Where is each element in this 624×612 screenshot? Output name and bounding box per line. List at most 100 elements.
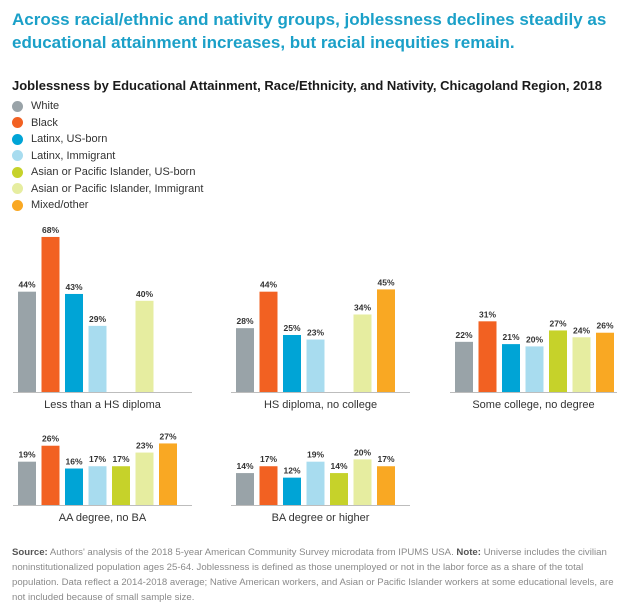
data-label: 26% bbox=[596, 321, 613, 331]
bar bbox=[283, 335, 301, 392]
headline: Across racial/ethnic and nativity groups… bbox=[12, 10, 607, 52]
bar bbox=[525, 346, 544, 392]
legend-swatch bbox=[12, 117, 23, 129]
bar bbox=[159, 443, 177, 505]
data-label: 23% bbox=[307, 328, 324, 338]
bar bbox=[236, 473, 254, 505]
data-label: 29% bbox=[89, 314, 106, 324]
bar bbox=[88, 325, 107, 392]
data-label: 14% bbox=[236, 461, 253, 471]
note-text: Universe includes the civilian noninstit… bbox=[12, 547, 614, 603]
data-label: 24% bbox=[573, 325, 590, 335]
data-label: 17% bbox=[112, 454, 129, 464]
chart-panel: 14% 17% 12% 19% 14% 20% 17% BA degree or higher bbox=[231, 447, 410, 524]
data-label: 27% bbox=[549, 318, 566, 328]
data-label: 20% bbox=[526, 334, 543, 344]
data-label: 27% bbox=[159, 431, 176, 441]
data-label: 23% bbox=[136, 441, 153, 451]
bar bbox=[65, 468, 83, 505]
data-label: 17% bbox=[377, 454, 394, 464]
bar bbox=[549, 330, 567, 392]
data-label: 22% bbox=[455, 330, 472, 340]
legend-item: Mixed/other bbox=[12, 197, 203, 214]
bar bbox=[135, 300, 154, 392]
legend-swatch bbox=[12, 199, 23, 211]
bar bbox=[596, 332, 614, 392]
bar bbox=[41, 445, 60, 505]
chart-panel: 19% 26% 16% 17% 17% 23% 27% AA degree, no BA bbox=[13, 431, 192, 524]
bar bbox=[306, 461, 325, 505]
bar bbox=[455, 341, 473, 392]
legend-label: Mixed/other bbox=[31, 199, 89, 212]
source-text: Authors' analysis of the 2018 5-year Ame… bbox=[49, 547, 454, 558]
bar bbox=[135, 452, 154, 505]
legend-item: Latinx, Immigrant bbox=[12, 148, 203, 165]
bar bbox=[306, 339, 325, 392]
bar bbox=[377, 466, 395, 505]
bar bbox=[377, 289, 395, 392]
note-label: Note: bbox=[456, 547, 481, 558]
bar bbox=[112, 466, 130, 505]
data-label: 17% bbox=[260, 454, 277, 464]
legend-item: Black bbox=[12, 115, 203, 132]
legend-label: Asian or Pacific Islander, Immigrant bbox=[31, 182, 204, 195]
data-label: 43% bbox=[65, 282, 82, 292]
bar bbox=[65, 293, 83, 392]
legend-item: Asian or Pacific Islander, Immigrant bbox=[12, 181, 203, 198]
bar bbox=[330, 473, 348, 505]
data-label: 44% bbox=[260, 280, 277, 290]
bar bbox=[259, 291, 278, 392]
bar bbox=[353, 459, 372, 505]
data-label: 34% bbox=[354, 302, 371, 312]
legend-swatch bbox=[12, 133, 23, 145]
data-label: 20% bbox=[354, 447, 371, 457]
bar bbox=[18, 291, 36, 392]
category-label: AA degree, no BA bbox=[59, 512, 147, 524]
chart-panel: 22% 31% 21% 20% 27% 24% 26% Some college, no de… bbox=[450, 309, 617, 411]
bar bbox=[572, 337, 591, 392]
data-label: 45% bbox=[377, 277, 394, 287]
chart-title: Joblessness by Educational Attainment, R… bbox=[12, 78, 602, 93]
data-label: 68% bbox=[42, 225, 59, 235]
data-label: 28% bbox=[236, 316, 253, 326]
legend-item: White bbox=[12, 98, 203, 115]
data-label: 21% bbox=[502, 332, 519, 342]
chart-panel: 44% 68% 43% 29% 40% Less than a HS diploma bbox=[13, 225, 192, 411]
category-label: BA degree or higher bbox=[272, 512, 370, 524]
data-label: 16% bbox=[65, 457, 82, 467]
bar bbox=[478, 321, 497, 392]
chart-panel: 28% 44% 25% 23% 34% 45% HS diploma, no college bbox=[231, 277, 410, 411]
data-label: 40% bbox=[136, 289, 153, 299]
data-label: 44% bbox=[18, 280, 35, 290]
legend-swatch bbox=[12, 100, 23, 112]
bar bbox=[283, 477, 301, 505]
bar bbox=[236, 328, 254, 392]
category-label: Some college, no degree bbox=[472, 399, 594, 411]
data-label: 19% bbox=[18, 450, 35, 460]
data-label: 17% bbox=[89, 454, 106, 464]
data-label: 31% bbox=[479, 309, 496, 319]
data-label: 12% bbox=[283, 466, 300, 476]
legend-swatch bbox=[12, 150, 23, 162]
bar bbox=[353, 314, 372, 392]
data-label: 19% bbox=[307, 450, 324, 460]
legend-label: Black bbox=[31, 116, 58, 129]
legend-label: Latinx, Immigrant bbox=[31, 149, 116, 162]
category-label: Less than a HS diploma bbox=[44, 399, 162, 411]
data-label: 25% bbox=[283, 323, 300, 333]
data-label: 26% bbox=[42, 434, 59, 444]
legend-label: Asian or Pacific Islander, US-born bbox=[31, 166, 196, 179]
bar bbox=[88, 466, 107, 505]
bar bbox=[502, 344, 520, 392]
bar bbox=[259, 466, 278, 505]
category-label: HS diploma, no college bbox=[264, 399, 377, 411]
source-label: Source: bbox=[12, 547, 48, 558]
legend-swatch bbox=[12, 183, 23, 195]
legend-swatch bbox=[12, 166, 23, 178]
source-note: Source: Authors' analysis of the 2018 5-… bbox=[12, 545, 617, 605]
bar bbox=[41, 236, 60, 392]
legend-item: Asian or Pacific Islander, US-born bbox=[12, 164, 203, 181]
bar bbox=[18, 461, 36, 505]
legend: White Black Latinx, US-born Latinx, Immigra… bbox=[12, 98, 203, 214]
